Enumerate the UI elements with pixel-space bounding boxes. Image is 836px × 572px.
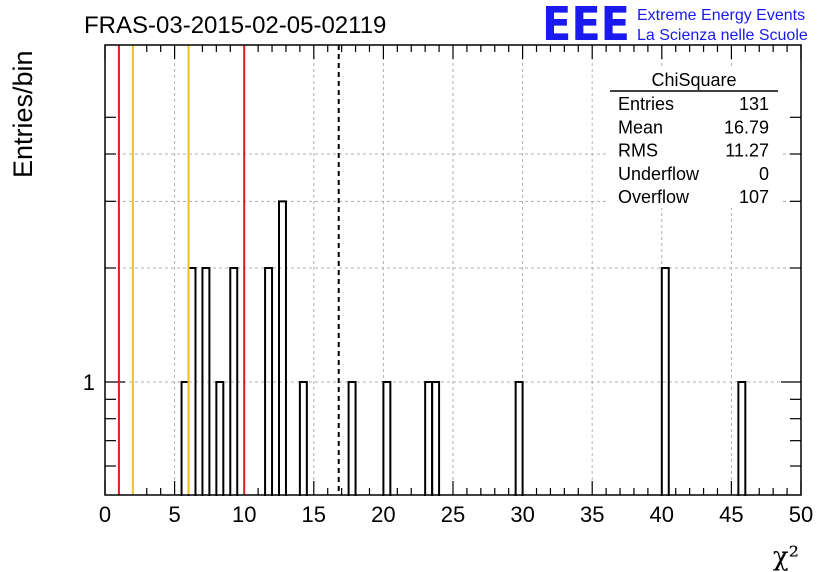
- y-axis-label: Entries/bin: [8, 50, 38, 178]
- logo-line-2: La Scienza nelle Scuole: [637, 27, 808, 44]
- x-tick-label: 25: [441, 502, 465, 527]
- histogram-bin: [737, 381, 747, 496]
- plot-frame: [104, 44, 802, 496]
- x-tick-labels: 0 5 10 15 20 25 30 35 40 45 50: [99, 502, 813, 527]
- histogram-bin: [431, 381, 441, 496]
- stats-row-label: Mean: [618, 117, 663, 137]
- threshold-lines: [117, 45, 340, 495]
- x-tick-label: 40: [650, 502, 674, 527]
- x-tick-label: 5: [168, 502, 180, 527]
- histogram-bin: [180, 381, 190, 496]
- x-tick-label: 15: [302, 502, 326, 527]
- stats-row-label: Entries: [618, 94, 674, 114]
- histogram-bin: [382, 381, 392, 496]
- stats-box: ChiSquare Entries 131 Mean 16.79 RMS 11.27 Und…: [608, 68, 780, 208]
- histogram-bin: [424, 381, 434, 496]
- logo-line-1: Extreme Energy Events: [637, 7, 805, 24]
- stats-row-value: 107: [739, 187, 769, 207]
- histogram-bin: [278, 200, 287, 496]
- x-tick-label: 20: [371, 502, 395, 527]
- histogram-bin: [201, 267, 211, 496]
- x-tick-label: 50: [789, 502, 813, 527]
- stats-row-label: Underflow: [618, 164, 700, 184]
- histogram-bin: [229, 267, 239, 496]
- stats-row-value: 0: [759, 164, 769, 184]
- histogram-bin: [215, 381, 225, 496]
- stats-row-value: 16.79: [724, 117, 769, 137]
- stats-rows: Entries 131 Mean 16.79 RMS 11.27 Underflow 0 Ove…: [618, 94, 769, 207]
- histogram-bin: [660, 267, 670, 496]
- histogram-bin: [298, 381, 308, 496]
- x-tick-label: 35: [580, 502, 604, 527]
- x-axis-label: χ²: [773, 542, 799, 572]
- chart-title: FRAS-03-2015-02-05-02119: [84, 12, 386, 39]
- histogram-bin: [264, 267, 274, 496]
- x-tick-label: 0: [99, 502, 111, 527]
- stats-title: ChiSquare: [651, 70, 736, 90]
- logo-mark: EEE: [542, 0, 630, 51]
- stats-row-label: Overflow: [618, 187, 690, 207]
- x-tick-label: 45: [719, 502, 743, 527]
- y-tick-label: 1: [83, 370, 95, 395]
- histogram-bin: [514, 381, 524, 496]
- histogram-bins: [180, 200, 747, 496]
- stats-row-value: 11.27: [725, 141, 769, 161]
- stats-row-label: RMS: [618, 141, 658, 161]
- histogram-bin: [347, 381, 357, 496]
- x-tick-label: 30: [510, 502, 534, 527]
- x-tick-label: 10: [232, 502, 256, 527]
- y-tick-labels: 1: [83, 370, 95, 395]
- stats-row-value: 131: [739, 94, 769, 114]
